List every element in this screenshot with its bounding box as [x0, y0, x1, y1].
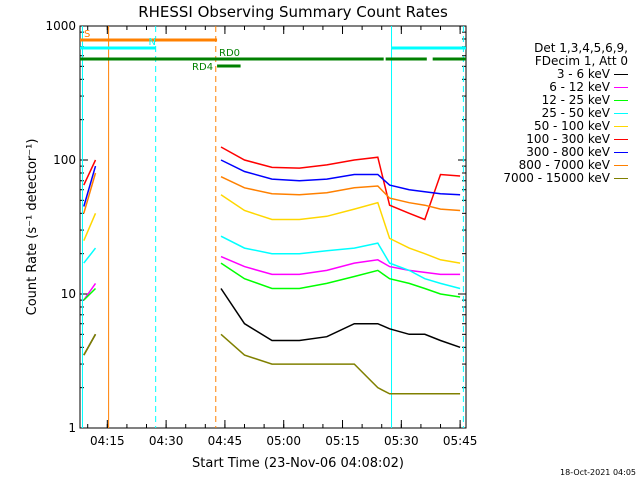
- series-line: [83, 159, 461, 207]
- x-tick-label: 05:45: [443, 434, 478, 448]
- y-tick-label: 1000: [45, 19, 76, 33]
- flag-label-rd0: RD0: [219, 48, 240, 59]
- x-tick-label: 04:15: [90, 434, 125, 448]
- series-line: [83, 262, 461, 301]
- series-line: [83, 194, 461, 264]
- legend-header-1: Det 1,3,4,5,6,9,: [534, 41, 628, 55]
- x-tick-label: 04:30: [149, 434, 184, 448]
- legend-entry: 300 - 800 keV: [526, 146, 628, 159]
- legend-entry: 25 - 50 keV: [542, 107, 628, 120]
- x-tick-label: 05:15: [325, 434, 360, 448]
- y-axis-label: Count Rate (s⁻¹ detector⁻¹): [25, 139, 40, 316]
- legend-label: 7000 - 15000 keV: [503, 171, 610, 185]
- flag-label-n: N: [148, 37, 155, 48]
- legend-entry: 7000 - 15000 keV: [503, 172, 628, 185]
- y-tick-label: 100: [53, 153, 76, 167]
- flag-label-s: S: [84, 29, 90, 40]
- legend-swatch: [614, 87, 628, 88]
- x-tick-label: 05:00: [266, 434, 301, 448]
- x-tick-label: 05:30: [384, 434, 419, 448]
- legend-swatch: [614, 113, 628, 114]
- legend-entry: 50 - 100 keV: [534, 120, 628, 133]
- legend-entry: 800 - 7000 keV: [519, 159, 628, 172]
- legend-swatch: [614, 74, 628, 75]
- y-tick-label: 10: [61, 287, 76, 301]
- legend-swatch: [614, 100, 628, 101]
- legend-header-2: FDecim 1, Att 0: [534, 54, 628, 68]
- legend-swatch: [614, 126, 628, 127]
- legend-label: 100 - 300 keV: [526, 132, 610, 146]
- legend-label: 800 - 7000 keV: [518, 158, 610, 172]
- series-line: [83, 172, 461, 214]
- series-line: [83, 235, 461, 290]
- legend-label: 6 - 12 keV: [549, 80, 610, 94]
- y-tick-label: 1: [68, 421, 76, 435]
- x-axis-label: Start Time (23-Nov-06 04:08:02): [192, 456, 404, 471]
- footer-date: 18-Oct-2021 04:05: [560, 468, 636, 477]
- legend-label: 12 - 25 keV: [541, 93, 610, 107]
- legend-entry: 6 - 12 keV: [549, 81, 628, 94]
- legend-swatch: [614, 178, 628, 179]
- legend-swatch: [614, 139, 628, 140]
- chart-title: RHESSI Observing Summary Count Rates: [138, 3, 448, 21]
- legend-label: 50 - 100 keV: [533, 119, 610, 133]
- x-tick-label: 04:45: [208, 434, 243, 448]
- legend-entry: 100 - 300 keV: [526, 133, 628, 146]
- legend-swatch: [614, 152, 628, 153]
- legend-swatch: [614, 165, 628, 166]
- legend-label: 25 - 50 keV: [541, 106, 610, 120]
- series-line: [83, 288, 461, 356]
- plot-frame: [79, 25, 467, 429]
- legend-label: 300 - 800 keV: [526, 145, 610, 159]
- series-line: [83, 255, 461, 301]
- legend-entry: 3 - 6 keV: [557, 68, 628, 81]
- series-line: [83, 146, 461, 221]
- series-line: [83, 333, 461, 395]
- legend-entry: 12 - 25 keV: [542, 94, 628, 107]
- legend-label: 3 - 6 keV: [556, 67, 610, 81]
- flag-label-rd4: RD4: [192, 62, 213, 73]
